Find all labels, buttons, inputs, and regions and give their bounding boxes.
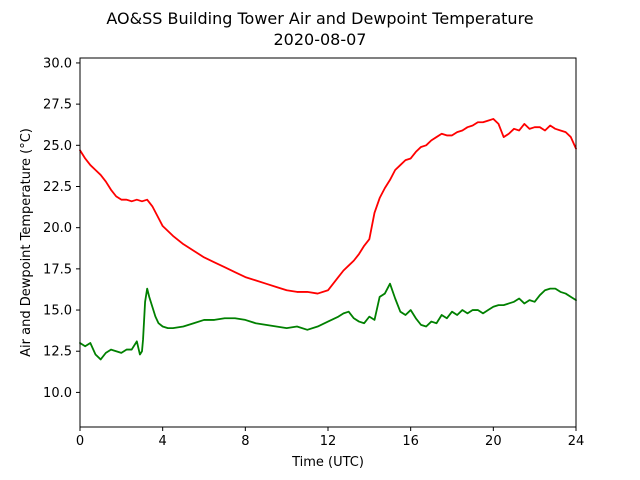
y-tick-label: 15.0 (43, 304, 72, 319)
chart-title: AO&SS Building Tower Air and Dewpoint Te… (106, 9, 533, 28)
x-tick-label: 4 (159, 434, 167, 449)
x-tick-label: 24 (568, 434, 585, 449)
y-tick-label: 17.5 (43, 262, 72, 277)
y-axis-label: Air and Dewpoint Temperature (°C) (19, 128, 34, 357)
x-tick-label: 0 (76, 434, 84, 449)
y-tick-label: 12.5 (43, 345, 72, 360)
y-tick-label: 27.5 (43, 98, 72, 113)
dewpoint-temperature-line (79, 282, 577, 361)
y-tick-label: 10.0 (43, 386, 72, 401)
y-tick-label: 30.0 (43, 56, 72, 71)
x-tick-label: 8 (241, 434, 249, 449)
air-temperature-line (79, 118, 577, 295)
chart-subtitle: 2020-08-07 (274, 30, 367, 49)
x-tick-label: 16 (402, 434, 419, 449)
plot-area (79, 118, 577, 361)
axes-frame (79, 57, 577, 428)
x-axis-label: Time (UTC) (291, 455, 364, 470)
y-axis: 10.0 12.5 15.0 17.5 20.0 22.5 25.0 27.5 30.0 (43, 56, 80, 401)
x-tick-label: 12 (320, 434, 337, 449)
x-axis: 0 4 8 12 16 20 24 (76, 427, 584, 449)
y-tick-label: 20.0 (43, 221, 72, 236)
y-tick-label: 22.5 (43, 180, 72, 195)
y-tick-label: 25.0 (43, 139, 72, 154)
x-tick-label: 20 (485, 434, 502, 449)
